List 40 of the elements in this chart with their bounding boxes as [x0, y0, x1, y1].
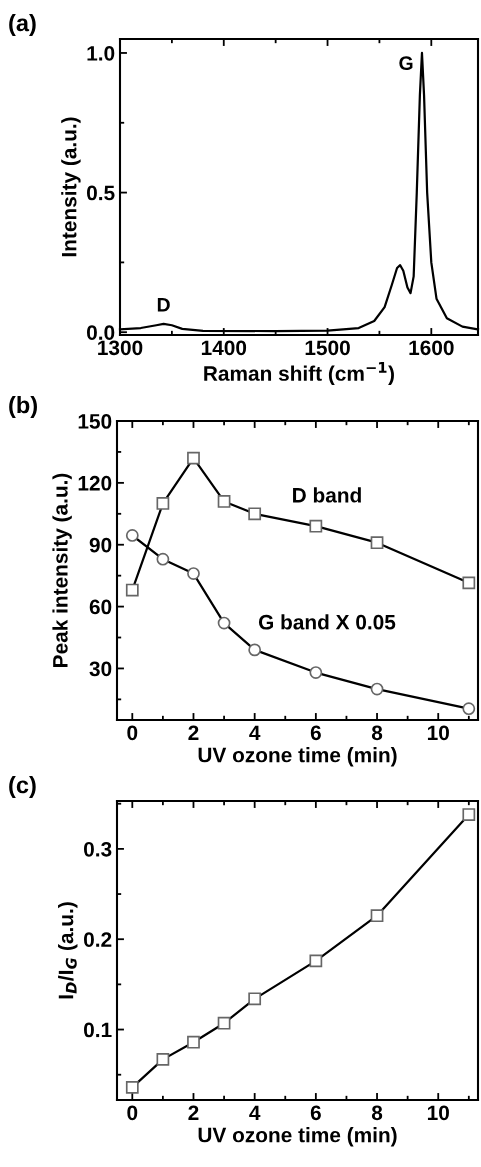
y-tick-label: 30 — [89, 661, 112, 677]
x-tick-label: 4 — [249, 1105, 261, 1120]
y-tick-label: 60 — [89, 599, 112, 615]
x-tick-label: 1500 — [305, 340, 350, 356]
x-tick-label: 1400 — [201, 340, 247, 356]
x-tick-label: 2 — [188, 1105, 199, 1120]
y-tick-label: 0.0 — [87, 325, 115, 340]
x-tick-label: 6 — [310, 1105, 321, 1121]
y-tick-label: 150 — [78, 414, 112, 429]
x-axis-title: UV ozone time (min) — [198, 1127, 397, 1147]
y-tick-label: 90 — [89, 537, 112, 553]
chart-title: (a) — [9, 14, 36, 37]
x-tick-label: 10 — [427, 725, 449, 741]
x-tick-label: 4 — [249, 725, 261, 740]
annotation: D — [157, 298, 170, 312]
y-axis-title: Intensity (a.u.) — [61, 117, 81, 257]
series-label: G band X 0.05 — [258, 614, 396, 630]
series-label: D band — [293, 487, 361, 503]
x-tick-label: 6 — [310, 725, 321, 741]
x-axis-title: UV ozone time (min) — [198, 747, 397, 767]
annotation: G — [399, 56, 413, 71]
x-tick-label: 8 — [371, 1105, 383, 1121]
x-tick-label: 2 — [188, 725, 199, 740]
x-tick-label: 1600 — [409, 340, 454, 356]
y-tick-label: 120 — [78, 475, 112, 491]
x-tick-label: 0 — [127, 725, 138, 741]
y-tick-label: 0.1 — [84, 1022, 112, 1038]
y-tick-label: 0.3 — [84, 841, 112, 857]
y-tick-label: 0.5 — [87, 185, 115, 201]
chart-title: (c) — [9, 775, 36, 799]
chart-title: (b) — [9, 395, 37, 419]
x-tick-label: 1300 — [98, 340, 143, 356]
y-tick-label: 1.0 — [87, 45, 115, 61]
x-tick-label: 0 — [127, 1105, 138, 1121]
y-axis-title: Peak intensity (a.u.) — [52, 473, 72, 667]
x-tick-label: 8 — [371, 725, 383, 741]
x-axis-title: Raman shift (cm$^{−1}$) — [204, 362, 394, 385]
y-axis-title: I$_{D}$/I$_{G}$ (a.u.) — [58, 902, 78, 999]
x-tick-label: 10 — [427, 1105, 449, 1121]
y-tick-label: 0.2 — [84, 932, 112, 947]
